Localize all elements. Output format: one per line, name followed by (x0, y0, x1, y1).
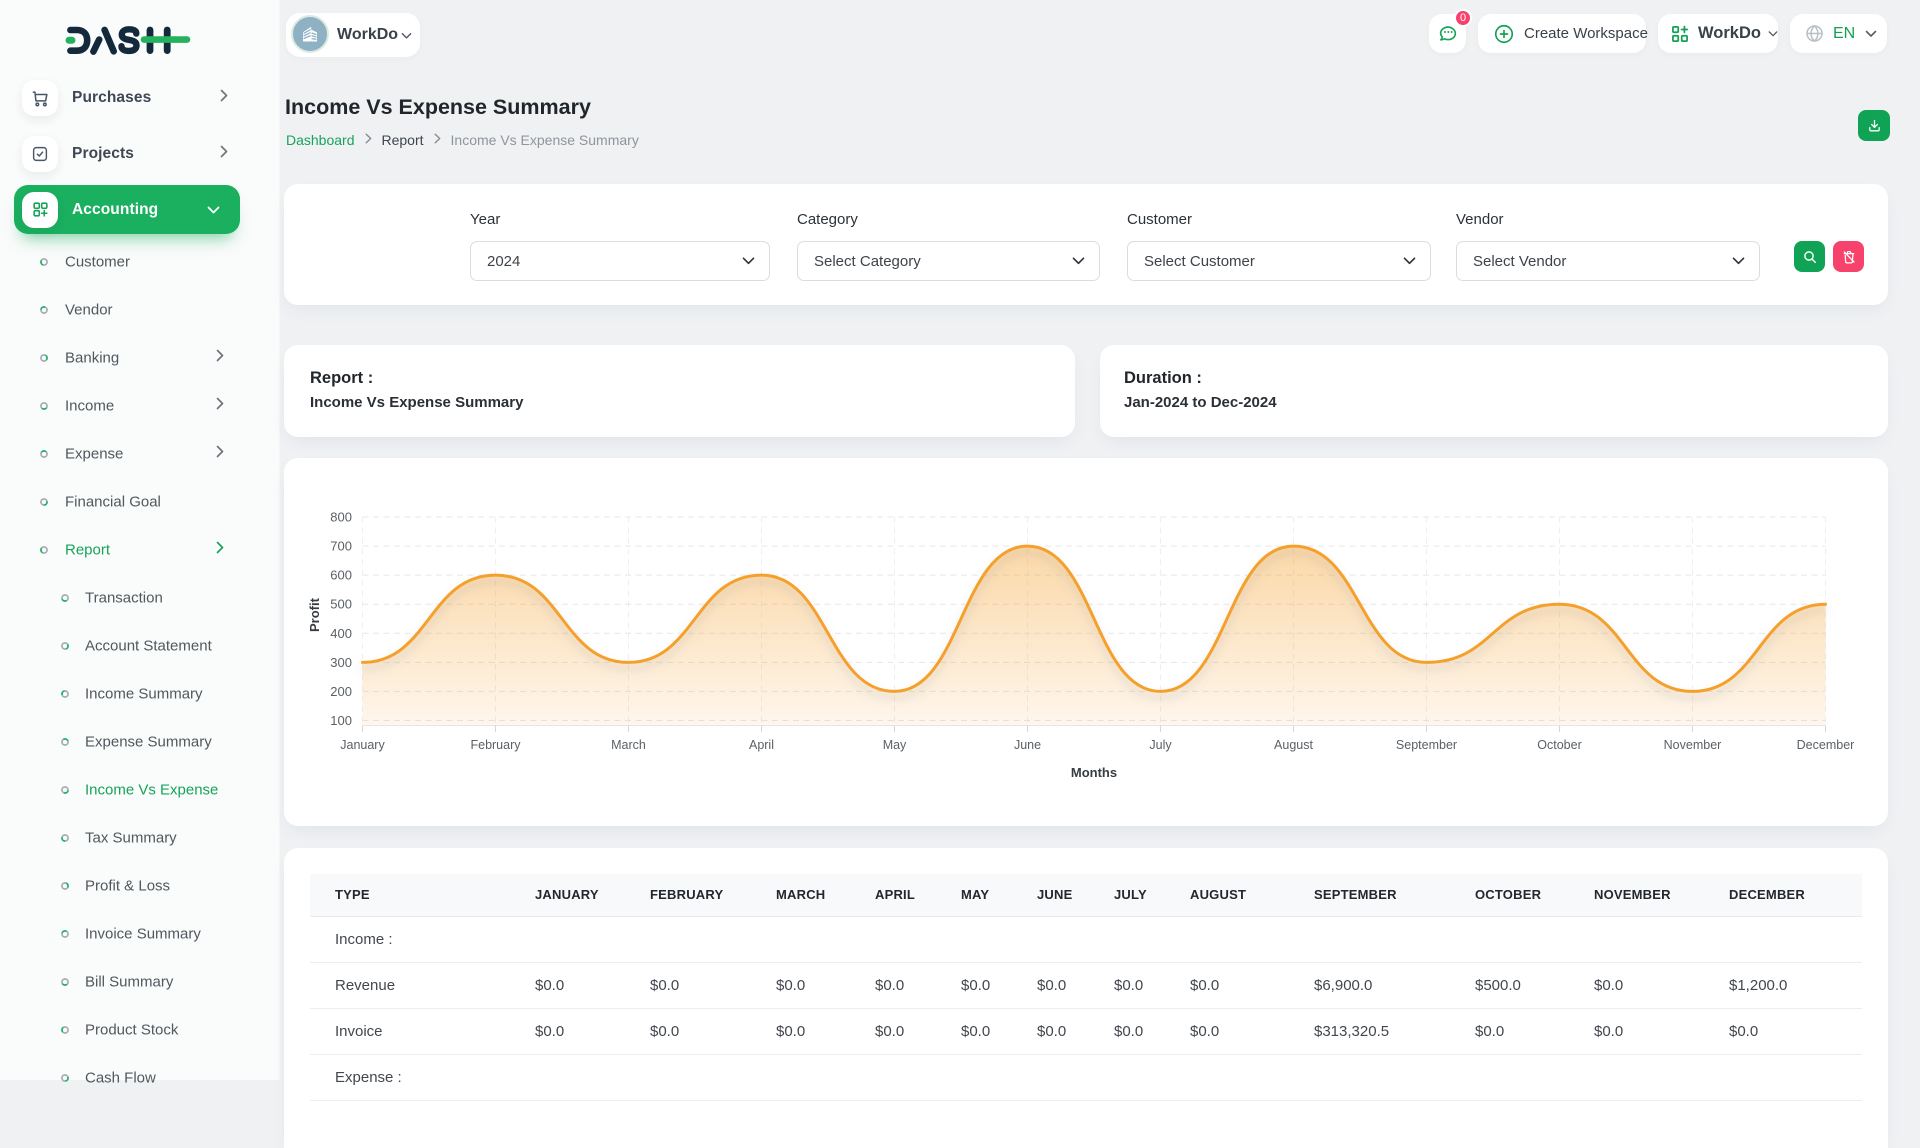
svg-text:January: January (340, 738, 385, 752)
svg-text:200: 200 (330, 684, 352, 699)
svg-text:Months: Months (1071, 765, 1117, 780)
svg-text:May: May (883, 738, 907, 752)
svg-text:300: 300 (330, 655, 352, 670)
svg-text:June: June (1014, 738, 1041, 752)
svg-text:July: July (1149, 738, 1172, 752)
svg-text:August: August (1274, 738, 1313, 752)
svg-text:400: 400 (330, 626, 352, 641)
svg-text:800: 800 (330, 510, 352, 525)
svg-text:February: February (470, 738, 521, 752)
svg-text:October: October (1537, 738, 1581, 752)
svg-text:500: 500 (330, 597, 352, 612)
svg-text:November: November (1664, 738, 1722, 752)
svg-text:December: December (1797, 738, 1855, 752)
svg-text:Profit: Profit (307, 597, 322, 632)
svg-text:September: September (1396, 738, 1457, 752)
svg-text:600: 600 (330, 568, 352, 583)
svg-text:April: April (749, 738, 774, 752)
svg-text:March: March (611, 738, 646, 752)
svg-text:100: 100 (330, 713, 352, 728)
svg-text:700: 700 (330, 539, 352, 554)
